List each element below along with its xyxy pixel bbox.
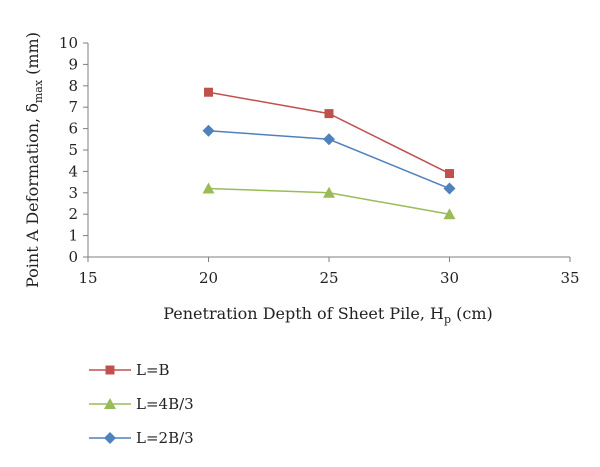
- x-tick-label: 15: [78, 269, 97, 287]
- legend-marker: [105, 365, 115, 375]
- legend-marker: [104, 398, 116, 409]
- x-tick-label: 20: [199, 269, 218, 287]
- data-point: [443, 208, 456, 220]
- y-tick-label: 10: [59, 34, 78, 52]
- legend-label: L=B: [136, 361, 170, 379]
- x-tick-label: 35: [560, 269, 579, 287]
- data-point: [323, 186, 335, 198]
- x-tick-label: 30: [440, 269, 459, 287]
- series-layer: [202, 87, 456, 220]
- legend-item: L=4B/3: [89, 395, 194, 413]
- y-tick-label: 4: [68, 162, 78, 180]
- y-tick-label: 9: [68, 55, 78, 73]
- y-tick-label: 6: [68, 120, 78, 138]
- data-point: [324, 109, 334, 119]
- series-3: [202, 124, 456, 195]
- y-axis-title: Point A Deformation, δmax (mm): [23, 32, 45, 288]
- legend: L=B L=4B/3 L=2B/3: [89, 361, 194, 447]
- y-axis-ticks: 0 1 2 3 4 5 6 7 8 9 10: [59, 34, 88, 266]
- legend-item: L=2B/3: [89, 429, 194, 447]
- series-2: [202, 182, 456, 220]
- x-axis-title: Penetration Depth of Sheet Pile, Hp (cm): [163, 304, 493, 326]
- data-point: [204, 87, 213, 97]
- y-tick-label: 2: [68, 205, 78, 223]
- legend-label: L=2B/3: [136, 429, 194, 447]
- series-1: [204, 87, 454, 179]
- legend-marker: [104, 432, 116, 444]
- y-tick-label: 7: [68, 98, 78, 116]
- legend-item: L=B: [89, 361, 170, 379]
- data-point: [445, 169, 454, 179]
- data-point: [202, 182, 215, 194]
- x-tick-label: 25: [319, 269, 338, 287]
- plot-area: 0 1 2 3 4 5 6 7 8 9 10 15 20 25 30 35: [59, 34, 580, 287]
- y-tick-label: 1: [68, 227, 78, 245]
- data-point: [443, 182, 456, 195]
- y-tick-label: 8: [68, 77, 78, 95]
- data-point: [323, 133, 335, 146]
- data-point: [202, 124, 215, 137]
- legend-label: L=4B/3: [136, 395, 194, 413]
- y-tick-label: 0: [68, 248, 78, 266]
- y-tick-label: 3: [68, 184, 78, 202]
- y-tick-label: 5: [68, 141, 78, 159]
- x-axis-ticks: 15 20 25 30 35: [78, 257, 580, 287]
